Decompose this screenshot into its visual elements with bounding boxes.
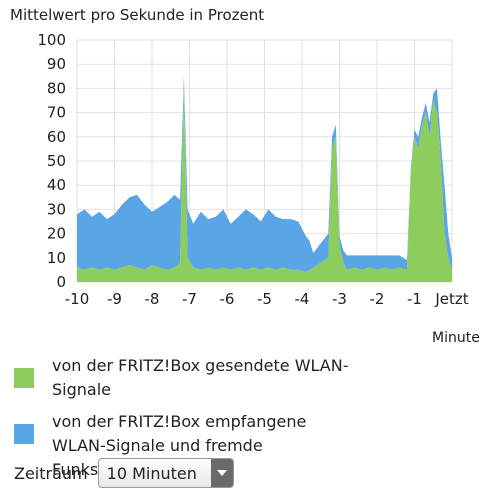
x-tick-label: -5	[257, 290, 272, 308]
x-axis-ticks: -10 -9 -8 -7 -6 -5 -4 -3 -2 -1 Jetzt	[65, 290, 469, 308]
area-series	[77, 76, 452, 283]
y-tick-label: 10	[47, 249, 66, 267]
x-tick-label: -9	[107, 290, 122, 308]
x-tick-label: -3	[332, 290, 347, 308]
series-area-sent	[77, 88, 452, 283]
legend-swatch-received	[14, 424, 34, 444]
x-tick-label: -10	[65, 290, 90, 308]
x-tick-label: -8	[145, 290, 160, 308]
period-control: Zeitraum 10 Minuten	[14, 458, 234, 488]
period-label: Zeitraum	[14, 463, 88, 483]
x-tick-label: -7	[182, 290, 197, 308]
legend-item-received: von der FRITZ!Box empfangene WLAN-Signal…	[14, 410, 454, 482]
x-tick-label: -2	[370, 290, 385, 308]
y-tick-label: 70	[47, 104, 66, 122]
series-area-received	[77, 76, 452, 273]
chart-area: 0 10 20 30 40 50 60 70 80 90 100 -10 -9 -8 -7 -6 -5 -4 -3…	[37, 31, 469, 308]
legend: von der FRITZ!Box gesendete WLAN-Signale…	[14, 354, 454, 490]
y-tick-label: 0	[56, 273, 66, 291]
x-axis-label: Minute	[432, 330, 480, 346]
legend-label-sent: von der FRITZ!Box gesendete WLAN-Signale	[52, 356, 349, 399]
x-tick-label: -6	[220, 290, 235, 308]
chart-title: Mittelwert pro Sekunde in Prozent	[10, 6, 265, 24]
y-tick-label: 90	[47, 55, 66, 73]
x-tick-label: -4	[295, 290, 310, 308]
y-tick-label: 60	[47, 128, 66, 146]
y-tick-label: 40	[47, 176, 66, 194]
period-select-value: 10 Minuten	[106, 464, 197, 483]
y-tick-label: 100	[37, 31, 66, 49]
legend-item-sent: von der FRITZ!Box gesendete WLAN-Signale	[14, 354, 454, 402]
legend-swatch-sent	[14, 368, 34, 388]
y-tick-label: 80	[47, 79, 66, 97]
y-tick-label: 20	[47, 225, 66, 243]
y-axis-ticks: 0 10 20 30 40 50 60 70 80 90 100	[37, 31, 66, 291]
y-tick-label: 50	[47, 152, 66, 170]
chevron-down-icon	[210, 459, 233, 487]
y-tick-label: 30	[47, 200, 66, 218]
x-tick-label: Jetzt	[434, 290, 468, 308]
period-select[interactable]: 10 Minuten	[97, 458, 234, 488]
x-tick-label: -1	[407, 290, 422, 308]
